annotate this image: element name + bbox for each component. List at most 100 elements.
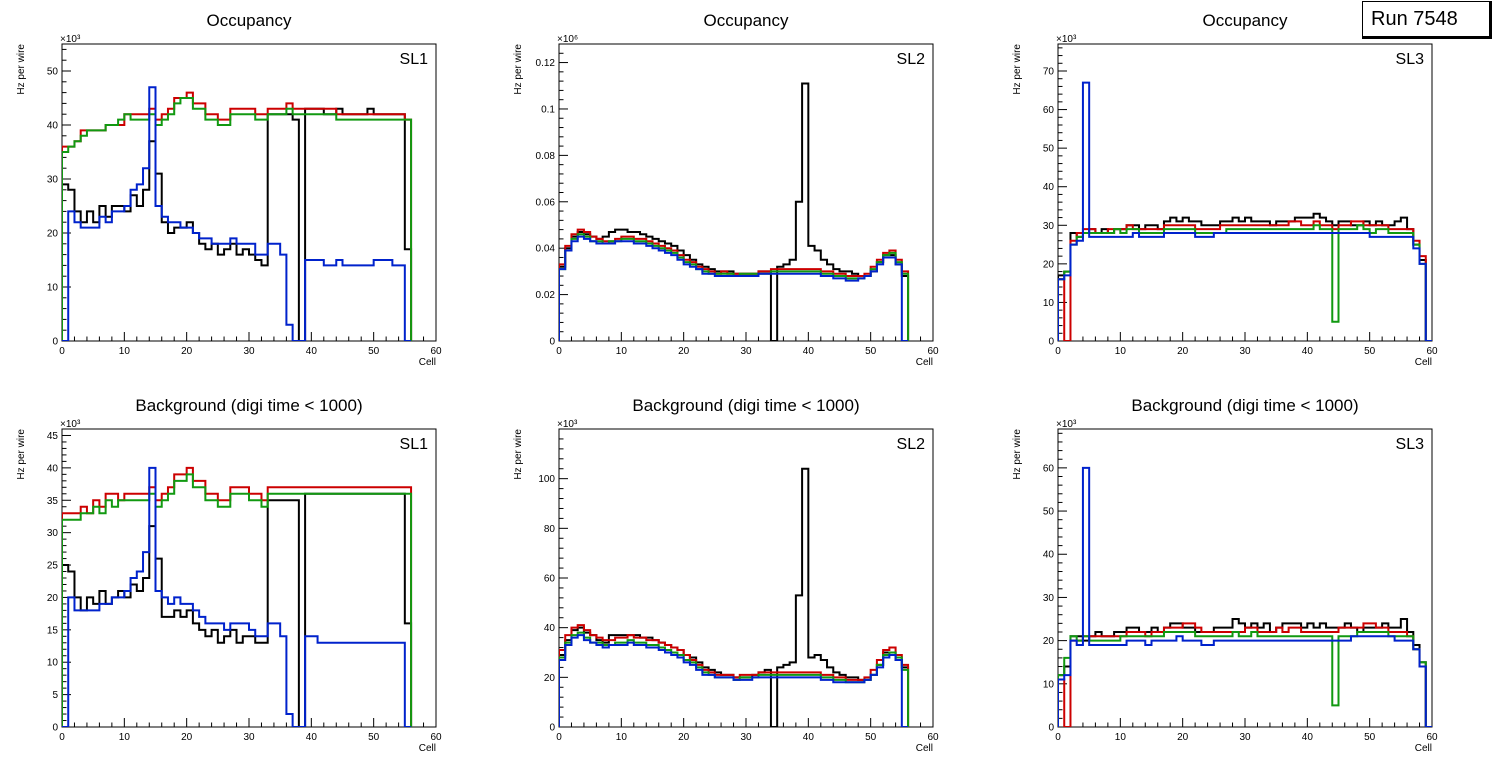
x-tick-label: 10	[616, 732, 628, 743]
y-tick-label: 50	[47, 67, 59, 78]
y-tick-label: 30	[1043, 593, 1055, 604]
x-axis-title: Cell	[419, 357, 436, 368]
x-tick-label: 60	[927, 732, 939, 743]
y-tick-label: 50	[1043, 507, 1055, 518]
x-tick-label: 10	[1115, 346, 1127, 357]
x-axis-title: Cell	[916, 743, 933, 754]
y-tick-label: 30	[1043, 221, 1055, 232]
y-exponent-label: ×10³	[60, 419, 81, 430]
y-tick-label: 80	[544, 524, 556, 535]
x-tick-label: 30	[243, 346, 255, 357]
series-blue	[1058, 81, 1432, 341]
y-axis-title: Hz per wire	[513, 429, 524, 480]
x-tick-label: 60	[1426, 346, 1438, 357]
y-tick-label: 5	[52, 690, 58, 701]
plot-title: Occupancy	[1202, 11, 1288, 30]
plot-title: Background (digi time < 1000)	[632, 396, 859, 415]
plot-frame	[61, 43, 437, 342]
superlayer-label: SL3	[1396, 51, 1425, 68]
y-tick-label: 40	[47, 121, 59, 132]
x-tick-label: 50	[1364, 732, 1376, 743]
x-tick-label: 40	[803, 346, 815, 357]
y-tick-label: 20	[1043, 636, 1055, 647]
series-green	[62, 97, 413, 341]
series-blue	[62, 466, 412, 727]
y-tick-label: 0.02	[536, 290, 556, 301]
y-tick-label: 60	[1043, 463, 1055, 474]
y-tick-label: 0	[549, 723, 555, 734]
y-tick-label: 0	[1048, 337, 1054, 348]
x-tick-label: 20	[1177, 732, 1189, 743]
x-tick-label: 10	[1115, 732, 1127, 743]
x-tick-label: 10	[616, 346, 628, 357]
plot-panel-3: Occupancy 0 10 20 30 40 50 60 0 10 20 30 40 50 60 70 ×10…	[1012, 11, 1438, 368]
x-tick-label: 30	[740, 732, 752, 743]
series-black	[62, 107, 413, 341]
x-tick-label: 20	[181, 346, 193, 357]
series-red	[62, 91, 413, 341]
x-tick-label: 0	[1055, 732, 1061, 743]
x-tick-label: 20	[678, 732, 690, 743]
x-tick-label: 30	[1239, 732, 1251, 743]
y-tick-label: 0	[549, 337, 555, 348]
series-black	[62, 492, 413, 727]
series-blue	[62, 86, 412, 341]
y-exponent-label: ×10³	[557, 419, 578, 430]
x-tick-label: 10	[119, 346, 131, 357]
x-tick-label: 50	[1364, 346, 1376, 357]
series-red	[1058, 220, 1432, 341]
series-black	[1058, 618, 1432, 727]
y-tick-label: 45	[47, 431, 59, 442]
y-tick-label: 70	[1043, 67, 1055, 78]
y-tick-label: 10	[47, 283, 59, 294]
y-tick-label: 40	[1043, 550, 1055, 561]
series-green	[1058, 630, 1432, 727]
y-axis-title: Hz per wire	[513, 44, 524, 95]
plot-frame	[558, 428, 934, 728]
x-axis-title: Cell	[916, 357, 933, 368]
x-tick-label: 40	[1302, 732, 1314, 743]
x-tick-label: 40	[803, 732, 815, 743]
y-tick-label: 20	[47, 229, 59, 240]
y-tick-label: 0.1	[541, 104, 555, 115]
series-green	[559, 233, 910, 341]
superlayer-label: SL1	[400, 436, 429, 453]
series-red	[559, 228, 910, 341]
y-tick-label: 60	[1043, 105, 1055, 116]
y-exponent-label: ×10³	[1056, 419, 1077, 430]
y-tick-label: 10	[1043, 298, 1055, 309]
y-tick-label: 0	[52, 723, 58, 734]
x-tick-label: 0	[59, 732, 65, 743]
x-tick-label: 40	[1302, 346, 1314, 357]
x-tick-label: 20	[181, 732, 193, 743]
x-tick-label: 40	[306, 346, 318, 357]
x-tick-label: 30	[740, 346, 752, 357]
superlayer-label: SL2	[897, 51, 926, 68]
x-tick-label: 20	[678, 346, 690, 357]
y-tick-label: 10	[47, 658, 59, 669]
x-tick-label: 0	[556, 732, 562, 743]
series-red	[1058, 622, 1432, 727]
series-black	[559, 467, 910, 727]
series-black	[559, 82, 910, 341]
x-tick-label: 60	[927, 346, 939, 357]
y-tick-label: 50	[1043, 144, 1055, 155]
series-blue	[559, 634, 909, 727]
plot-frame	[61, 428, 437, 728]
y-tick-label: 0	[52, 337, 58, 348]
y-tick-label: 10	[1043, 679, 1055, 690]
series-green	[62, 473, 413, 727]
y-axis-title: Hz per wire	[16, 44, 27, 95]
y-tick-label: 20	[544, 673, 556, 684]
series-red	[559, 624, 910, 727]
plot-panel-4: Background (digi time < 1000)0 10 20 30 40 50…	[16, 396, 442, 754]
superlayer-label: SL1	[400, 51, 429, 68]
y-tick-label: 60	[544, 574, 556, 585]
y-tick-label: 40	[544, 623, 556, 634]
plot-frame	[558, 43, 934, 342]
plot-panel-2: Occupancy 0 10 20 30 40 50 60 0 0.02 0.04 0.06 0.08 0…	[513, 11, 939, 368]
x-tick-label: 30	[243, 732, 255, 743]
superlayer-label: SL2	[897, 436, 926, 453]
plot-title: Occupancy	[703, 11, 789, 30]
x-tick-label: 0	[59, 346, 65, 357]
